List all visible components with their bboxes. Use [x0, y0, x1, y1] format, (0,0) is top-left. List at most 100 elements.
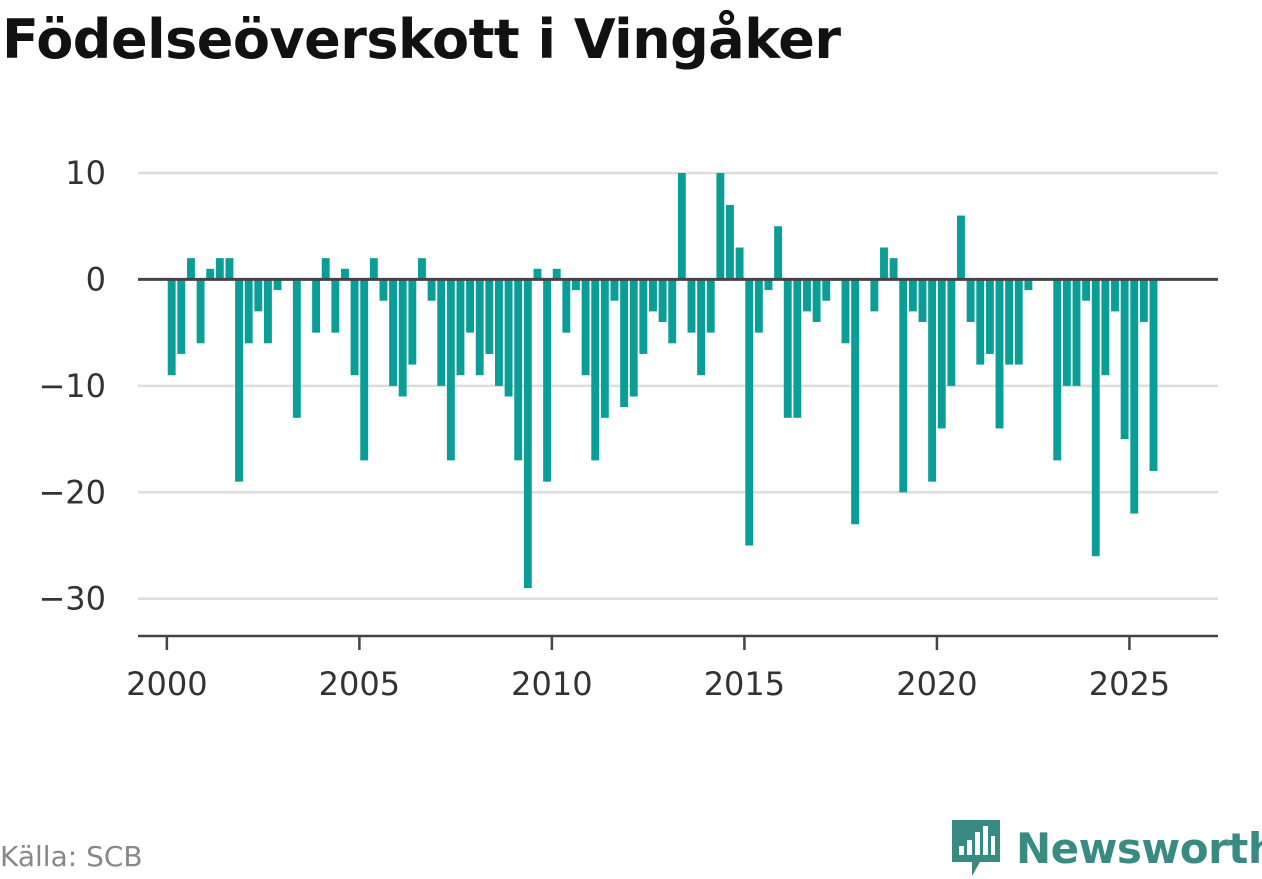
bar — [1139, 279, 1148, 323]
y-tick-label: −30 — [38, 580, 106, 618]
bar — [341, 268, 349, 280]
bar — [264, 279, 272, 344]
bar — [552, 268, 561, 280]
bar — [668, 279, 677, 344]
bar — [514, 279, 523, 461]
bar — [591, 279, 600, 461]
newsworthy-logo-icon — [952, 820, 1000, 876]
bar — [658, 279, 667, 323]
gridlines — [138, 171, 1218, 600]
bar — [937, 279, 946, 429]
bar — [600, 279, 609, 418]
bar — [985, 279, 994, 354]
bar — [899, 279, 908, 493]
bar — [379, 279, 388, 301]
bar — [504, 279, 513, 397]
bar — [793, 279, 802, 418]
bar — [1111, 279, 1119, 312]
x-axis: 2000 2005 2010 2015 2020 2025 — [126, 636, 1170, 703]
bar — [928, 279, 937, 482]
bar — [764, 279, 773, 291]
bar — [186, 258, 195, 280]
bar — [812, 279, 821, 323]
bar — [908, 279, 917, 312]
bar — [1082, 279, 1091, 301]
bar — [225, 258, 234, 280]
bar — [610, 279, 619, 301]
bar — [1149, 279, 1158, 472]
bar — [523, 279, 532, 589]
bar — [437, 279, 446, 386]
bar — [976, 279, 985, 365]
bar — [1130, 279, 1139, 514]
bar — [822, 279, 831, 301]
bar — [620, 279, 629, 408]
bar — [889, 258, 898, 280]
bar — [649, 279, 657, 312]
bar — [1024, 279, 1033, 291]
y-tick-label: 10 — [65, 154, 106, 192]
bar — [495, 279, 503, 386]
bar — [995, 279, 1004, 429]
bar — [446, 279, 455, 461]
x-tick-label: 2010 — [511, 665, 592, 703]
bar — [562, 279, 571, 333]
bar — [581, 279, 590, 376]
bar — [687, 279, 696, 333]
bar — [331, 279, 340, 333]
bar — [485, 279, 494, 354]
bar — [350, 279, 359, 376]
bar — [398, 279, 407, 397]
bar — [408, 279, 417, 365]
bar — [1062, 279, 1071, 386]
bar — [456, 279, 465, 376]
chart-title: Födelseöverskott i Vingåker — [2, 8, 841, 71]
bar — [966, 279, 975, 323]
y-tick-label: −10 — [38, 367, 106, 405]
bar — [716, 173, 725, 280]
bar — [206, 268, 215, 280]
bar — [235, 279, 244, 482]
bar — [918, 279, 927, 323]
bar — [697, 279, 706, 376]
bar — [1014, 279, 1023, 365]
bar — [1091, 279, 1100, 557]
x-tick-label: 2025 — [1089, 665, 1170, 703]
y-tick-label: −20 — [38, 473, 106, 511]
bar — [312, 279, 321, 333]
bar — [677, 173, 686, 280]
bar — [360, 279, 369, 461]
bar — [745, 279, 754, 546]
bar — [947, 279, 956, 386]
newsworthy-logo[interactable]: Newsworthy — [950, 818, 1262, 878]
bar — [851, 279, 860, 525]
bar — [1072, 279, 1081, 386]
bar — [726, 204, 734, 280]
bar — [774, 226, 783, 280]
bar — [639, 279, 648, 354]
bar — [466, 279, 475, 333]
bar — [803, 279, 811, 312]
bar — [706, 279, 715, 333]
brand-name: Newsworthy — [1016, 823, 1262, 873]
bar — [167, 279, 176, 376]
bar — [196, 279, 205, 344]
bar — [754, 279, 763, 333]
bar — [389, 279, 398, 386]
bar — [1005, 279, 1014, 365]
x-tick-label: 2015 — [704, 665, 785, 703]
bar — [880, 247, 888, 280]
bar — [254, 279, 263, 312]
bar — [215, 258, 224, 280]
bar — [543, 279, 552, 482]
bar — [321, 258, 330, 280]
bar — [475, 279, 484, 376]
bar — [533, 268, 542, 280]
bar — [1101, 279, 1110, 376]
bar — [427, 279, 436, 301]
bar — [1053, 279, 1062, 461]
bar — [629, 279, 638, 397]
x-tick-label: 2005 — [319, 665, 400, 703]
source-note: Källa: SCB — [0, 840, 143, 873]
y-axis: 10 0 −10 −20 −30 — [38, 154, 106, 618]
